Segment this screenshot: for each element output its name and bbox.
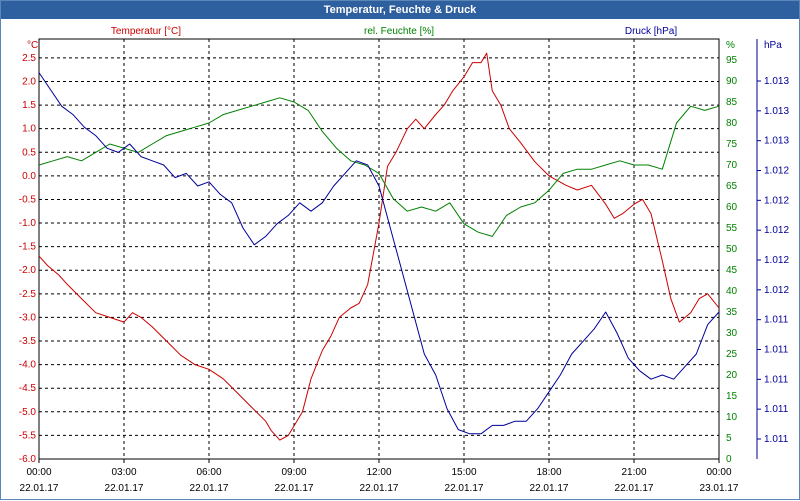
x-tick-date: 22.01.17 xyxy=(445,483,484,494)
pressure-tick-label: 1.013 xyxy=(764,76,789,87)
pressure-tick-label: 1.011 xyxy=(764,345,789,356)
x-tick-time: 00:00 xyxy=(26,467,51,478)
temperature-tick-label: -1.5 xyxy=(19,242,37,253)
x-tick-time: 15:00 xyxy=(451,467,476,478)
humidity-tick-label: 35 xyxy=(726,307,738,318)
temperature-tick-label: -4.0 xyxy=(19,360,37,371)
temperature-tick-label: -6.0 xyxy=(19,454,37,465)
humidity-tick-label: 65 xyxy=(726,181,738,192)
humidity-tick-label: 25 xyxy=(726,349,738,360)
x-tick-date: 22.01.17 xyxy=(530,483,569,494)
humidity-unit: % xyxy=(726,40,735,51)
humidity-tick-label: 20 xyxy=(726,370,738,381)
series-line-temperature xyxy=(38,52,720,441)
temperature-tick-label: -4.5 xyxy=(19,383,37,394)
humidity-tick-label: 80 xyxy=(726,118,738,129)
humidity-tick-label: 85 xyxy=(726,97,738,108)
x-tick-date: 22.01.17 xyxy=(20,483,59,494)
humidity-tick-label: 15 xyxy=(726,391,738,402)
temperature-tick-label: -3.5 xyxy=(19,336,37,347)
temperature-tick-label: 2.5 xyxy=(22,53,36,64)
humidity-tick-label: 90 xyxy=(726,76,738,87)
pressure-tick-label: 1.011 xyxy=(764,374,789,385)
humidity-tick-label: 60 xyxy=(726,202,738,213)
pressure-tick-label: 1.011 xyxy=(764,434,789,445)
humidity-tick-label: 75 xyxy=(726,139,738,150)
pressure-tick-label: 1.013 xyxy=(764,106,789,117)
humidity-tick-label: 55 xyxy=(726,223,738,234)
temperature-tick-label: 0.0 xyxy=(22,171,36,182)
x-tick-date: 22.01.17 xyxy=(105,483,144,494)
humidity-tick-label: 50 xyxy=(726,244,738,255)
humidity-tick-label: 70 xyxy=(726,160,738,171)
series-lines xyxy=(38,52,720,441)
pressure-tick-label: 1.013 xyxy=(764,136,789,147)
x-tick-time: 21:00 xyxy=(621,467,646,478)
humidity-tick-label: 5 xyxy=(726,433,732,444)
pressure-axis: 1.013 1.013 1.013 1.012 1.012 1.012 1.012 1.012… xyxy=(756,39,789,459)
legend-temperature: Temperatur [°C] xyxy=(111,26,181,37)
temperature-tick-label: 0.5 xyxy=(22,147,36,158)
pressure-tick-label: 1.011 xyxy=(764,315,789,326)
temperature-tick-label: 1.5 xyxy=(22,100,36,111)
pressure-tick-label: 1.012 xyxy=(764,285,789,296)
x-tick-time: 00:00 xyxy=(706,467,731,478)
humidity-tick-label: 95 xyxy=(726,55,738,66)
x-tick-time: 03:00 xyxy=(111,467,136,478)
temperature-axis: 2.5 2.0 1.5 1.0 0.5 0.0 -0.5 -1.0 -1.5 -2.0 -2.5 -3… xyxy=(19,53,37,465)
temperature-tick-label: -5.0 xyxy=(19,407,37,418)
pressure-tick-label: 1.012 xyxy=(764,225,789,236)
humidity-tick-label: 45 xyxy=(726,265,738,276)
x-tick-date: 22.01.17 xyxy=(275,483,314,494)
pressure-tick-label: 1.012 xyxy=(764,255,789,266)
series-line-pressure xyxy=(38,72,720,435)
temperature-tick-label: -2.5 xyxy=(19,289,37,300)
pressure-tick-label: 1.012 xyxy=(764,195,789,206)
x-tick-date: 22.01.17 xyxy=(615,483,654,494)
temperature-tick-label: -0.5 xyxy=(19,194,37,205)
temperature-tick-label: 2.0 xyxy=(22,76,36,87)
temperature-tick-label: 1.0 xyxy=(22,124,36,135)
x-axis: 00:00 22.01.17 03:00 22.01.17 06:00 22.01.17 0… xyxy=(20,459,739,494)
humidity-tick-label: 10 xyxy=(726,412,738,423)
pressure-tick-label: 1.012 xyxy=(764,166,789,177)
x-tick-time: 09:00 xyxy=(281,467,306,478)
temperature-tick-label: -5.5 xyxy=(19,430,37,441)
series-line-humidity xyxy=(38,97,720,237)
x-tick-time: 12:00 xyxy=(366,467,391,478)
x-tick-date: 22.01.17 xyxy=(360,483,399,494)
x-tick-time: 06:00 xyxy=(196,467,221,478)
grid-lines xyxy=(39,39,719,459)
pressure-tick-label: 1.011 xyxy=(764,404,789,415)
x-tick-date: 22.01.17 xyxy=(190,483,229,494)
pressure-unit: hPa xyxy=(764,40,782,51)
humidity-tick-label: 40 xyxy=(726,286,738,297)
temperature-tick-label: -1.0 xyxy=(19,218,37,229)
chart-title: Temperatur, Feuchte & Druck xyxy=(1,1,799,19)
legend-pressure: Druck [hPa] xyxy=(625,26,677,37)
temperature-tick-label: -3.0 xyxy=(19,312,37,323)
temperature-unit: °C xyxy=(27,40,38,51)
temperature-tick-label: -2.0 xyxy=(19,265,37,276)
humidity-tick-label: 30 xyxy=(726,328,738,339)
x-tick-time: 18:00 xyxy=(536,467,561,478)
humidity-tick-label: 0 xyxy=(726,454,732,465)
x-tick-date: 23.01.17 xyxy=(700,483,739,494)
legend-humidity: rel. Feuchte [%] xyxy=(364,26,434,37)
